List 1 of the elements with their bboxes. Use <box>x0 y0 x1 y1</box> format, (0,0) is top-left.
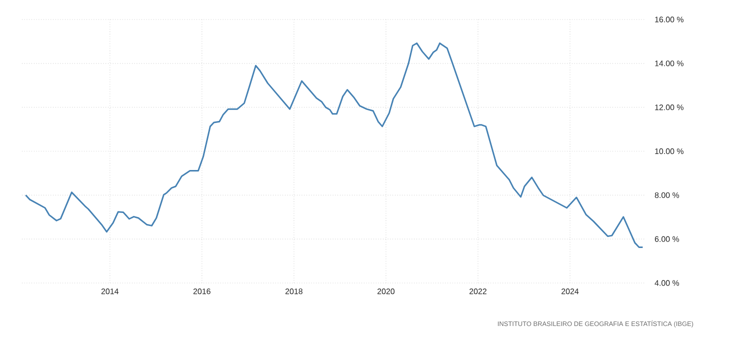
line-series <box>24 42 644 248</box>
